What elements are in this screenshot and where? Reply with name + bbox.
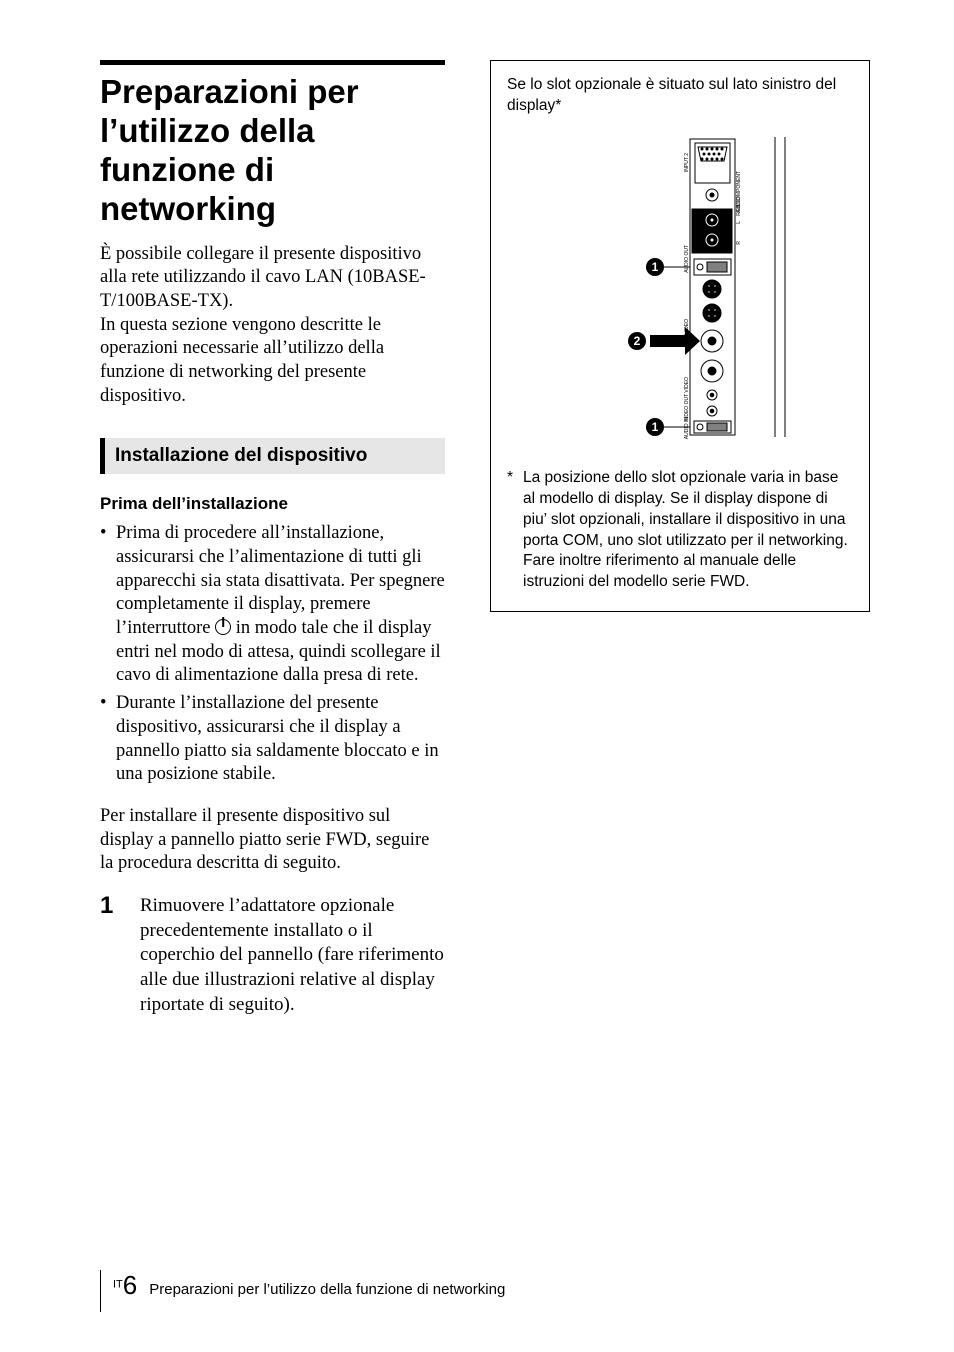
svg-text:AUDIO OUT: AUDIO OUT <box>684 245 690 273</box>
diagram-svg: INPUT 2 RGB/COMPONENT AUDIO AUDIO OUT L … <box>540 127 820 447</box>
callout-box-title: Se lo slot opzionale è situato sul lato … <box>507 75 853 117</box>
subsection-heading: Prima dell’installazione <box>100 494 445 514</box>
svg-text:1: 1 <box>652 420 659 434</box>
page-footer: IT6 Preparazioni per l’utilizzo della fu… <box>100 1270 505 1312</box>
step-text: Rimuovere l’adattatore opzionale precede… <box>140 894 445 1017</box>
right-column: Se lo slot opzionale è situato sul lato … <box>490 60 870 612</box>
section-heading: Installazione del dispositivo <box>100 438 445 474</box>
power-icon <box>215 619 231 635</box>
footer-lang: IT <box>113 1279 123 1291</box>
callout-box: Se lo slot opzionale è situato sul lato … <box>490 60 870 612</box>
footnote-text: La posizione dello slot opzionale varia … <box>523 468 853 594</box>
svg-text:AUDIO IN: AUDIO IN <box>684 416 690 439</box>
footer-page-number: IT6 <box>113 1270 137 1301</box>
step-number: 1 <box>100 894 122 1017</box>
post-bullets-paragraph: Per installare il presente dispositivo s… <box>100 805 445 876</box>
left-column: Preparazioni per l’utilizzo della funzio… <box>100 60 445 1017</box>
svg-text:VIDEO OUT VIDEO: VIDEO OUT VIDEO <box>684 377 690 421</box>
footer-num: 6 <box>123 1270 137 1300</box>
callout-footnote: * La posizione dello slot opzionale vari… <box>507 468 853 594</box>
callout-2: 2 <box>628 327 700 355</box>
pre-install-list: Prima di procedere all’installazione, as… <box>100 522 445 786</box>
step-1: 1 Rimuovere l’adattatore opzionale prece… <box>100 894 445 1017</box>
footnote-star: * <box>507 468 517 594</box>
title-rule <box>100 60 445 65</box>
intro-paragraph: È possibile collegare il presente dispos… <box>100 243 445 409</box>
intro-text-1: È possibile collegare il presente dispos… <box>100 244 426 311</box>
footer-title: Preparazioni per l’utilizzo della funzio… <box>149 1281 505 1298</box>
pre-install-item-1: Prima di procedere all’installazione, as… <box>100 522 445 688</box>
svg-text:L: L <box>736 221 742 224</box>
svg-text:INPUT 2: INPUT 2 <box>684 153 690 172</box>
svg-text:R: R <box>736 240 742 244</box>
page-title: Preparazioni per l’utilizzo della funzio… <box>100 73 445 229</box>
svg-text:1: 1 <box>652 260 659 274</box>
svg-text:AUDIO: AUDIO <box>736 197 742 213</box>
pre-install-item-2: Durante l’installazione del presente dis… <box>100 692 445 787</box>
connector-diagram: INPUT 2 RGB/COMPONENT AUDIO AUDIO OUT L … <box>507 127 853 454</box>
page-root: Preparazioni per l’utilizzo della funzio… <box>0 0 954 1352</box>
svg-text:2: 2 <box>634 334 641 348</box>
intro-text-2: In questa sezione vengono descritte le o… <box>100 315 384 406</box>
